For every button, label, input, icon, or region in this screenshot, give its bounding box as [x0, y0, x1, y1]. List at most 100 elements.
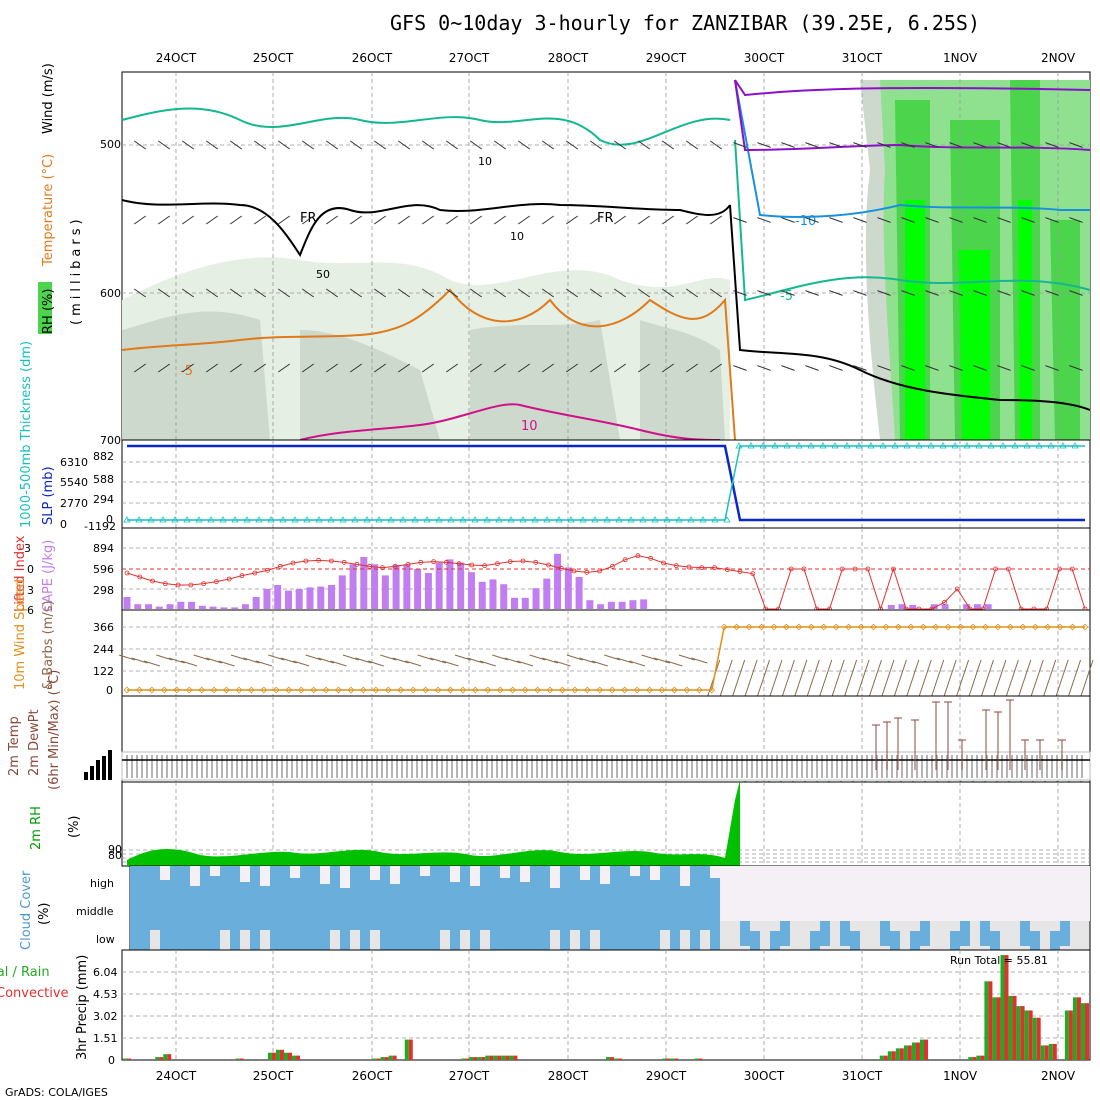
upper-wind-barb	[805, 142, 819, 148]
slp-tick-4: -1192	[84, 520, 116, 533]
upper-wind-barb	[1069, 217, 1083, 223]
wind10-barb	[604, 654, 621, 661]
upper-wind-barb	[973, 365, 987, 371]
upper-wind-barb	[709, 140, 723, 150]
wind10-barb	[781, 659, 795, 697]
bottom-x-tick: 25OCT	[253, 1069, 294, 1083]
upper-wind-barb	[445, 363, 459, 373]
upper-wind-barb	[925, 365, 939, 371]
thickness-marker	[123, 516, 131, 523]
upper-wind-barb	[829, 290, 843, 296]
upper-wind-barb	[805, 365, 819, 371]
precip-tick-0: 6.04	[93, 966, 118, 979]
upper-wind-barb	[349, 215, 363, 225]
cloud-low-gap	[570, 930, 580, 950]
wind10-barb	[794, 659, 808, 697]
precip-conv-bar	[505, 1055, 510, 1060]
precip-conv-bar	[899, 1048, 904, 1060]
wind10-marker	[509, 686, 517, 694]
cloud-low-block	[960, 921, 970, 946]
wind10-barb	[380, 654, 397, 661]
cloud-high-gap	[580, 866, 590, 880]
cape-bar	[446, 559, 454, 609]
thickness-marker	[207, 516, 215, 523]
upper-wind-barb	[853, 142, 867, 148]
upper-wind-barb	[373, 288, 387, 298]
wind10-marker	[683, 686, 691, 694]
wind10-barb	[268, 654, 285, 661]
upper-wind-barb	[253, 363, 267, 373]
upper-wind-barb	[973, 217, 987, 223]
cloud-low-gap	[260, 930, 270, 950]
thickness-marker	[447, 516, 455, 523]
cape-bar	[328, 585, 336, 609]
bottom-x-tick: 30OCT	[744, 1069, 785, 1083]
wind10-barb	[869, 659, 882, 697]
wind10-barb	[454, 654, 472, 661]
upper-wind-barb	[205, 215, 219, 225]
cloud-high-gap	[470, 866, 480, 886]
upper-wind-barb	[325, 215, 339, 225]
precip-total-bar	[968, 1057, 973, 1060]
cloud-low-gap	[350, 930, 360, 950]
cloud-low-block	[770, 931, 780, 956]
precip-conv-bar	[923, 1039, 928, 1060]
cloud-low-block	[1050, 931, 1060, 956]
wind10-marker	[422, 686, 429, 694]
thickness-marker	[663, 516, 671, 523]
precip-total-bar	[469, 1057, 474, 1060]
wind10-barb	[118, 654, 136, 661]
wind10-barb	[678, 654, 696, 661]
thickness-marker	[1047, 442, 1055, 449]
wind10-marker	[1044, 623, 1052, 631]
li-point	[622, 557, 628, 563]
precip-total-bar	[163, 1054, 168, 1060]
wind10-marker	[223, 686, 230, 694]
wind10-barb	[355, 657, 372, 664]
cloud-low-block	[810, 931, 820, 956]
wind10-barb	[193, 654, 210, 661]
precip-conv-bar	[980, 1055, 985, 1060]
bottom-x-tick: 2NOV	[1041, 1069, 1076, 1083]
li-tick-2: 3	[27, 584, 34, 597]
cape-ylabel: CAPE (J/kg)	[41, 540, 56, 612]
precip-total-bar	[485, 1055, 490, 1060]
cape-bar	[521, 597, 529, 609]
wind10-barb	[666, 660, 683, 667]
upper-wind-barb	[445, 288, 459, 298]
cloud-ylabel: Cloud Cover	[19, 870, 34, 950]
cloud-level-high: high	[90, 877, 114, 890]
wind10-barb	[156, 654, 173, 661]
upper-wind-barb	[925, 217, 939, 223]
wind10-barb	[591, 660, 608, 667]
slp-gridlines	[122, 440, 1090, 528]
wind10-speed-line	[127, 626, 1085, 691]
wind10-marker	[957, 623, 964, 631]
wind10-marker	[832, 623, 840, 631]
upper-wind-barb	[565, 363, 579, 373]
wind10-barb	[980, 659, 994, 697]
cloud-high-gap	[500, 866, 510, 878]
cloud-low-gap	[150, 930, 160, 950]
upper-ylabel-wind: Wind (m/s)	[41, 63, 56, 134]
thickness-marker	[999, 442, 1007, 449]
precip-conv-bar	[1052, 1043, 1057, 1060]
upper-wind-barb	[397, 363, 411, 373]
thickness-marker	[147, 516, 155, 523]
wind10-barb	[628, 660, 646, 667]
wind10-barb	[1005, 659, 1019, 697]
top-x-tick: 29OCT	[646, 51, 687, 65]
upper-wind-barb	[829, 142, 843, 148]
cape-bar	[166, 604, 174, 609]
wind10-marker	[347, 686, 355, 694]
cloud-low-gap	[370, 930, 380, 950]
cloud-low-block	[880, 921, 890, 946]
upper-wind-barb	[709, 363, 723, 373]
cape-bar	[478, 581, 486, 609]
upper-wind-barb	[133, 288, 147, 298]
thickness-marker	[855, 442, 863, 449]
upper-wind-barb	[541, 288, 555, 298]
thickness-marker	[891, 442, 899, 449]
upper-air-panel: FR FR 10 10 50 -5 10 -10 -5 500 600 700 …	[38, 63, 1091, 447]
